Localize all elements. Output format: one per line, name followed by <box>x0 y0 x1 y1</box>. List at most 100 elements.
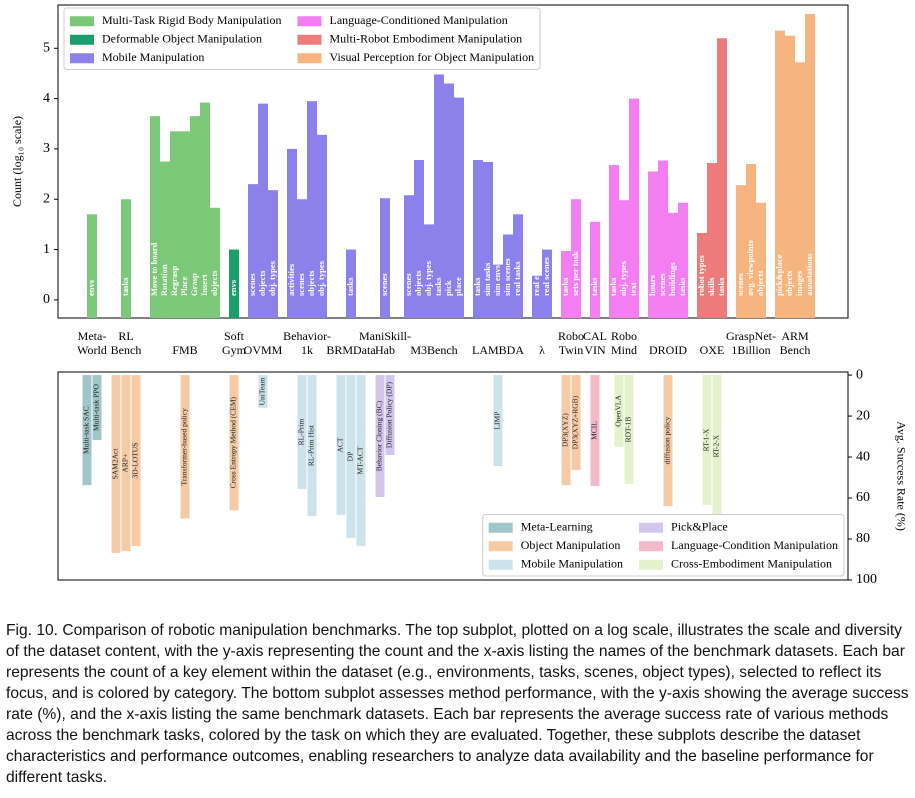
bar <box>346 249 356 318</box>
bar-label: sim envs <box>492 264 502 296</box>
bar <box>200 102 210 318</box>
legend-label: Deformable Object Manipulation <box>102 32 262 46</box>
legend-label: Language-Conditioned Manipulation <box>330 13 508 27</box>
bar <box>473 159 483 318</box>
x-tick-label: Soft Gym <box>222 329 247 357</box>
legend-label: Visual Perception for Object Manipulatio… <box>330 50 535 64</box>
bar-label: Move to board <box>149 242 159 296</box>
bar-label: Grasp <box>189 273 199 296</box>
bar <box>785 35 795 319</box>
legend-label: Multi-Robot Embodiment Manipulation <box>330 32 523 46</box>
bar <box>571 199 581 318</box>
legend-label: Language-Condition Manipulation <box>671 538 838 552</box>
bar-label: Cross Entropy Method (CEM) <box>229 396 238 488</box>
bar-label: Diffusion Policy (DP) <box>385 381 394 448</box>
bar-label: RT-2-X <box>712 434 721 457</box>
bar-label: 3D-LOTUS <box>131 443 140 479</box>
bar-label: tasks <box>120 277 130 296</box>
bar-label: scenes <box>247 273 257 296</box>
bar <box>356 375 366 546</box>
bar-label: pick&place <box>774 254 784 296</box>
bar-label: DP3(XYZ) <box>561 413 570 447</box>
bar-label: Transformer-based policy <box>180 408 189 486</box>
bar <box>92 375 102 441</box>
bar <box>707 163 717 318</box>
bar <box>454 97 464 318</box>
figure: 0 1 2 3 4 5 Count (log₁₀ scale) Meta-World envs R… <box>10 4 908 587</box>
legend-label: Mobile Manipulation <box>102 50 204 64</box>
y-tick-label: 1 <box>43 242 50 257</box>
legend-label: Mobile Manipulation <box>521 557 623 571</box>
bar-label: UniTeam <box>258 377 267 405</box>
bar-label: scenes <box>657 273 667 296</box>
bar-label: envs <box>228 279 238 296</box>
bar <box>658 160 668 318</box>
bar-label: robot types <box>696 255 706 296</box>
y-tick-label: 0 <box>43 292 50 307</box>
bar <box>590 221 600 318</box>
x-tick-label: CAL VIN <box>583 329 607 357</box>
bar <box>229 375 239 511</box>
bar <box>532 275 542 318</box>
bar-label: LIMP <box>493 412 502 430</box>
legend-swatch <box>70 34 94 45</box>
bar-label: objects <box>257 270 267 296</box>
bar-label: activities <box>286 263 296 296</box>
bar-label: RL-Prim <box>297 419 306 446</box>
bar <box>210 207 220 318</box>
bar <box>775 30 785 318</box>
bar <box>229 249 239 318</box>
y-tick-label: 2 <box>43 191 50 206</box>
bar-label: ACT <box>336 437 345 452</box>
bar <box>697 232 707 318</box>
legend-label: Cross-Embodiment Manipulation <box>671 557 832 571</box>
bar-label: tasks <box>560 277 570 296</box>
x-tick-label: BRMData <box>326 343 376 357</box>
x-tick-label: DROID <box>649 343 687 357</box>
bar <box>805 14 815 318</box>
bar <box>795 62 805 318</box>
bar-label: tasks <box>677 277 687 296</box>
bar <box>317 134 327 318</box>
bar <box>297 199 307 318</box>
bar-label: obj. types <box>423 260 433 296</box>
bar <box>380 198 390 318</box>
bar-label: envs <box>86 279 96 296</box>
bar <box>375 375 385 498</box>
bar <box>590 375 600 486</box>
bar <box>444 83 454 318</box>
legend-swatch <box>488 559 513 570</box>
x-tick-label: Behavior-1k <box>283 329 331 357</box>
bar <box>297 375 307 490</box>
bar-label: obj. types <box>316 260 326 296</box>
bar <box>180 131 190 318</box>
bar <box>170 131 180 318</box>
bar-label: tasks <box>472 277 482 296</box>
x-tick-label: OVMM <box>244 343 283 357</box>
bar <box>712 375 722 518</box>
bar-label: skills <box>706 277 716 296</box>
bar-label: Multi-task SAC <box>82 406 91 454</box>
bar <box>190 116 200 319</box>
bar-label: real scenes <box>541 257 551 296</box>
bar-label: obj. types <box>618 260 628 296</box>
bar-label: scenes <box>296 273 306 296</box>
y-tick-label: 20 <box>856 408 870 423</box>
bar <box>307 101 317 318</box>
bar <box>82 375 92 486</box>
y-axis-label: Avg. Success Rate (%) <box>894 421 908 531</box>
bar <box>736 185 746 318</box>
bar <box>111 375 121 553</box>
legend-swatch <box>639 541 664 552</box>
legend-label: Object Manipulation <box>521 538 621 552</box>
x-tick-label: Robo Twin <box>558 329 584 357</box>
bar <box>513 214 523 318</box>
bar <box>87 214 97 318</box>
bar <box>258 103 268 319</box>
bar-label: diffusion policy <box>663 417 672 465</box>
bar-label: text <box>628 282 638 296</box>
bar <box>571 375 581 470</box>
bar-label: hours <box>647 275 657 296</box>
bar-label: annotations <box>804 253 814 296</box>
bar <box>346 375 356 538</box>
